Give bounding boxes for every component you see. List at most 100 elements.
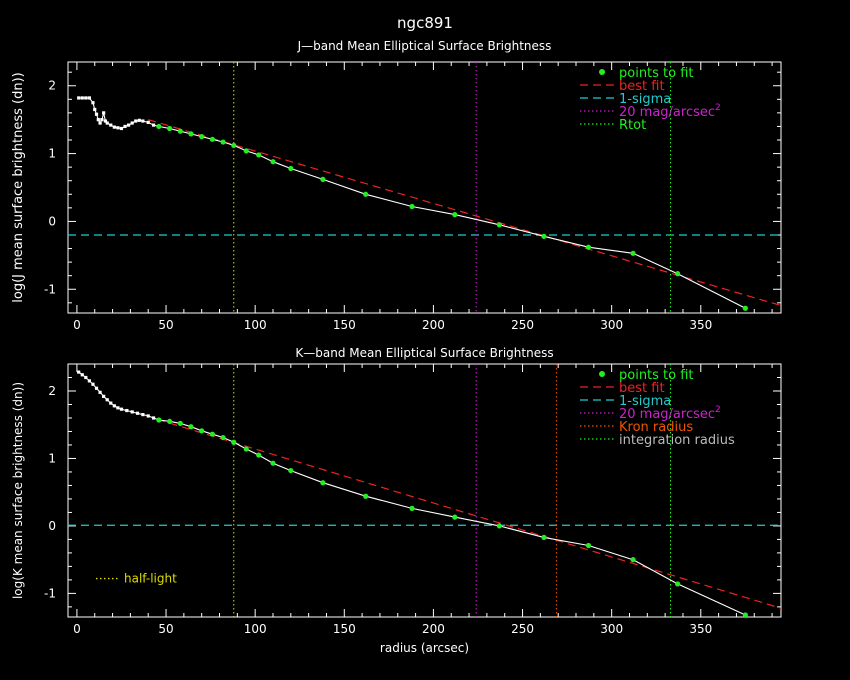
k-x-axis-label: radius (arcsec) bbox=[380, 641, 469, 655]
j-fit-point bbox=[256, 152, 262, 158]
j-x-tick-label: 0 bbox=[73, 318, 81, 332]
k-profile-point bbox=[105, 398, 109, 402]
k-fit-point bbox=[452, 514, 458, 520]
k-legend-dot bbox=[599, 371, 605, 377]
j-profile-point bbox=[98, 121, 102, 125]
k-legend-label: Kron radius bbox=[619, 420, 693, 435]
j-profile-point bbox=[119, 126, 124, 131]
j-fit-point bbox=[363, 191, 369, 197]
k-profile-point bbox=[116, 406, 120, 410]
k-y-axis-label: log(K mean surface brightness (dn)) bbox=[11, 382, 25, 599]
j-fit-point bbox=[156, 123, 162, 130]
k-profile-point bbox=[112, 404, 116, 408]
k-fit-point bbox=[243, 446, 249, 452]
j-profile-point bbox=[91, 101, 95, 105]
j-y-axis-label: log(J mean surface brightness (dn)) bbox=[11, 72, 26, 302]
j-x-tick-label: 350 bbox=[689, 318, 712, 332]
j-profile-point bbox=[151, 123, 156, 127]
k-legend-label: 1-sigma bbox=[619, 394, 671, 409]
j-fit-point bbox=[585, 244, 592, 250]
k-profile-point bbox=[141, 413, 145, 417]
j-profile-point bbox=[93, 107, 97, 112]
k-fit-point bbox=[496, 523, 502, 529]
k-fit-point bbox=[541, 534, 547, 540]
k-profile-point bbox=[80, 373, 84, 377]
k-y-tick-label: 1 bbox=[48, 451, 56, 465]
k-x-tick-label: 50 bbox=[158, 622, 173, 636]
k-x-tick-label: 300 bbox=[600, 622, 623, 636]
j-x-tick-label: 150 bbox=[333, 318, 356, 332]
k-fit-point bbox=[320, 480, 326, 486]
k-fit-point bbox=[742, 612, 748, 617]
j-x-tick-label: 200 bbox=[422, 318, 445, 332]
j-profile-point bbox=[77, 96, 81, 100]
j-y-tick-label: 1 bbox=[48, 147, 56, 161]
j-fit-point bbox=[220, 139, 226, 145]
j-legend-entry: 1-sigma bbox=[580, 92, 671, 107]
k-legend-entry: integration radius bbox=[580, 433, 735, 448]
j-legend-label: 20 mag/arcsec2 bbox=[619, 103, 721, 120]
j-legend-label: points to fit bbox=[619, 66, 694, 81]
k-fit-point bbox=[156, 417, 162, 423]
k-fit-point bbox=[209, 431, 215, 437]
k-y-tick-label: 2 bbox=[48, 384, 56, 398]
k-legend-entry: 1-sigma bbox=[580, 394, 671, 409]
k-profile-point bbox=[146, 414, 150, 418]
j-band-panel: J—band Mean Elliptical Surface Brightnes… bbox=[11, 39, 782, 332]
j-fit-point bbox=[243, 148, 249, 154]
k-legend-entry: points to fit bbox=[599, 368, 694, 383]
k-legend-entry: best fit bbox=[580, 381, 665, 396]
k-fit-point bbox=[363, 493, 369, 499]
k-profile-point bbox=[119, 407, 124, 411]
k-profile-point bbox=[151, 416, 156, 420]
k-fit-point bbox=[188, 424, 194, 430]
k-x-tick-label: 100 bbox=[244, 622, 267, 636]
k-profile-point bbox=[98, 390, 102, 394]
j-legend-dot bbox=[599, 69, 605, 75]
j-fit-point bbox=[209, 136, 215, 142]
j-fit-point bbox=[270, 159, 276, 165]
j-profile-point bbox=[94, 112, 99, 116]
j-legend-entry: best fit bbox=[580, 79, 665, 94]
j-y-tick-label: -1 bbox=[44, 282, 56, 296]
k-profile-point bbox=[130, 410, 134, 414]
j-y-tick-label: 0 bbox=[48, 214, 56, 228]
k-legend-entry: Kron radius bbox=[580, 420, 693, 435]
k-panel-title: K—band Mean Elliptical Surface Brightnes… bbox=[295, 346, 553, 360]
j-fit-point bbox=[630, 250, 636, 256]
j-x-tick-label: 300 bbox=[600, 318, 623, 332]
j-profile-point bbox=[84, 96, 88, 100]
j-profile-point bbox=[130, 121, 134, 125]
j-fit-point bbox=[496, 222, 502, 228]
k-band-panel: K—band Mean Elliptical Surface Brightnes… bbox=[11, 346, 782, 655]
k-fit-point bbox=[231, 439, 237, 445]
j-legend-label: 1-sigma bbox=[619, 92, 671, 107]
k-fit-point bbox=[167, 418, 173, 424]
k-fit-point bbox=[220, 434, 226, 441]
k-fit-point bbox=[630, 557, 636, 563]
j-profile-point bbox=[109, 123, 113, 127]
j-profile-point bbox=[116, 126, 120, 130]
k-legend-label: integration radius bbox=[619, 433, 735, 448]
j-fit-point bbox=[188, 131, 194, 137]
j-profile-point bbox=[112, 125, 116, 129]
j-profile-point bbox=[141, 119, 145, 123]
j-profile-point bbox=[127, 123, 131, 127]
j-x-tick-label: 50 bbox=[158, 318, 173, 332]
k-profile-point bbox=[94, 386, 99, 390]
k-legend-entry: 20 mag/arcsec2 bbox=[580, 405, 721, 422]
j-profile-point bbox=[80, 96, 84, 100]
j-plot-frame bbox=[67, 61, 782, 314]
j-fit-point bbox=[742, 305, 748, 311]
k-y-tick-label: -1 bbox=[44, 586, 56, 600]
j-legend-entry: points to fit bbox=[599, 66, 694, 81]
j-profile-point bbox=[134, 119, 138, 123]
k-legend-label: 20 mag/arcsec2 bbox=[619, 405, 721, 422]
k-half-light-label: half-light bbox=[124, 572, 177, 586]
j-y-tick-label: 2 bbox=[48, 79, 56, 93]
j-profile-point bbox=[146, 120, 150, 124]
k-x-tick-label: 250 bbox=[511, 622, 534, 636]
k-x-tick-label: 0 bbox=[73, 622, 81, 636]
k-fit-point bbox=[256, 452, 262, 458]
